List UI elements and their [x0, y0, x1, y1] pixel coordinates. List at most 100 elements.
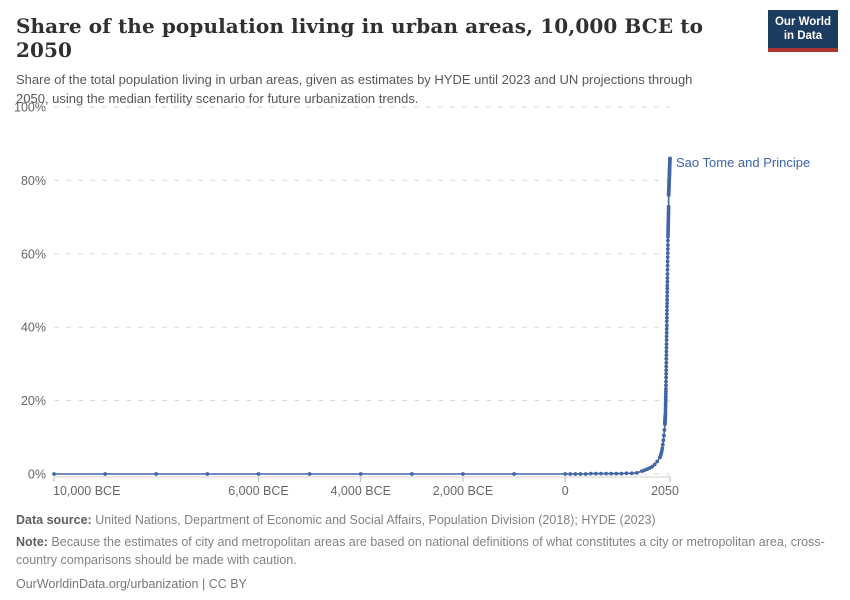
x-axis-tick-label: 2,000 BCE: [433, 484, 493, 498]
data-point[interactable]: [668, 156, 672, 161]
data-point[interactable]: [665, 286, 670, 291]
data-point[interactable]: [665, 308, 669, 313]
data-point[interactable]: [665, 283, 670, 288]
data-point[interactable]: [664, 360, 669, 365]
data-point[interactable]: [664, 330, 669, 335]
data-point[interactable]: [663, 394, 668, 399]
data-point[interactable]: [573, 472, 578, 476]
data-point[interactable]: [583, 472, 588, 476]
data-point[interactable]: [665, 272, 670, 276]
data-point[interactable]: [665, 315, 669, 320]
data-point[interactable]: [665, 263, 670, 268]
page-title: Share of the population living in urban …: [16, 14, 704, 62]
data-point[interactable]: [664, 375, 668, 380]
y-axis-tick-label: 0%: [28, 468, 46, 482]
data-point[interactable]: [664, 383, 668, 388]
data-point[interactable]: [665, 290, 670, 295]
owid-logo-line2: in Data: [783, 30, 823, 43]
data-point[interactable]: [634, 471, 639, 475]
data-point[interactable]: [629, 471, 634, 476]
data-point[interactable]: [664, 368, 669, 372]
data-point[interactable]: [666, 238, 670, 243]
data-point[interactable]: [461, 472, 465, 476]
data-point[interactable]: [154, 472, 159, 476]
data-point[interactable]: [663, 410, 668, 414]
data-point[interactable]: [655, 459, 660, 464]
data-point[interactable]: [666, 243, 670, 247]
data-point[interactable]: [665, 304, 669, 309]
data-point[interactable]: [664, 379, 668, 384]
data-point[interactable]: [614, 471, 619, 476]
data-point[interactable]: [665, 297, 669, 302]
note-text: Because the estimates of city and metrop…: [16, 535, 825, 568]
data-point[interactable]: [660, 442, 665, 447]
x-axis-tick-label: 2050: [651, 484, 679, 498]
owid-logo-line1: Our World: [774, 16, 831, 28]
data-point[interactable]: [665, 255, 670, 259]
data-point[interactable]: [52, 472, 56, 476]
data-point[interactable]: [599, 471, 603, 476]
data-point[interactable]: [205, 472, 210, 476]
data-point[interactable]: [664, 371, 668, 376]
data-point[interactable]: [652, 462, 657, 467]
data-point[interactable]: [307, 472, 312, 476]
data-point[interactable]: [660, 446, 665, 451]
data-point[interactable]: [650, 464, 654, 469]
data-point[interactable]: [588, 471, 593, 476]
chart-footer: Data source: United Nations, Department …: [16, 511, 836, 594]
data-point[interactable]: [662, 428, 667, 432]
data-point[interactable]: [666, 204, 671, 209]
note-label: Note:: [16, 535, 48, 550]
data-line[interactable]: [54, 158, 671, 475]
data-point[interactable]: [665, 259, 670, 264]
data-point[interactable]: [665, 247, 670, 251]
owid-url-link[interactable]: OurWorldinData.org/urbanization | CC BY: [16, 577, 247, 592]
data-point[interactable]: [663, 399, 668, 404]
data-point[interactable]: [665, 251, 670, 256]
data-point[interactable]: [664, 387, 668, 391]
data-source-label: Data source:: [16, 513, 92, 527]
data-point[interactable]: [664, 349, 669, 354]
data-point[interactable]: [358, 472, 363, 476]
owid-logo[interactable]: Our World in Data: [767, 10, 838, 52]
data-point[interactable]: [661, 438, 666, 443]
data-point[interactable]: [664, 353, 669, 357]
data-point[interactable]: [609, 471, 614, 476]
y-axis-tick-label: 20%: [21, 394, 46, 408]
data-point[interactable]: [594, 471, 598, 476]
data-point[interactable]: [664, 364, 669, 369]
data-point[interactable]: [624, 471, 629, 476]
data-point[interactable]: [664, 338, 669, 342]
data-source-row: Data source: United Nations, Department …: [16, 511, 836, 529]
data-point[interactable]: [664, 323, 669, 328]
data-point[interactable]: [665, 312, 669, 316]
data-point[interactable]: [103, 472, 107, 476]
y-axis-tick-label: 80%: [21, 174, 46, 188]
data-point[interactable]: [665, 276, 670, 280]
data-point[interactable]: [578, 472, 583, 476]
note-row: Note: Because the estimates of city and …: [16, 533, 836, 569]
data-point[interactable]: [665, 267, 670, 272]
chart-subtitle: Share of the total population living in …: [16, 72, 693, 106]
data-point[interactable]: [409, 472, 414, 476]
data-point[interactable]: [664, 319, 669, 324]
x-axis-tick-label: 0: [562, 484, 569, 498]
series-label[interactable]: Sao Tome and Principe: [676, 155, 811, 170]
data-point[interactable]: [664, 345, 669, 350]
y-axis-tick-label: 100%: [14, 101, 46, 115]
data-point[interactable]: [256, 472, 261, 476]
data-point[interactable]: [664, 356, 669, 361]
data-point[interactable]: [512, 472, 516, 476]
data-point[interactable]: [568, 472, 573, 476]
data-point[interactable]: [665, 294, 670, 298]
data-point[interactable]: [664, 327, 669, 331]
chart-header: Share of the population living in urban …: [16, 14, 756, 109]
data-point[interactable]: [665, 301, 669, 306]
data-point[interactable]: [604, 471, 608, 476]
data-point[interactable]: [664, 342, 669, 346]
data-point[interactable]: [665, 279, 670, 284]
data-point[interactable]: [664, 334, 669, 339]
data-point[interactable]: [563, 472, 568, 476]
data-point[interactable]: [619, 471, 624, 476]
data-point[interactable]: [662, 433, 666, 438]
